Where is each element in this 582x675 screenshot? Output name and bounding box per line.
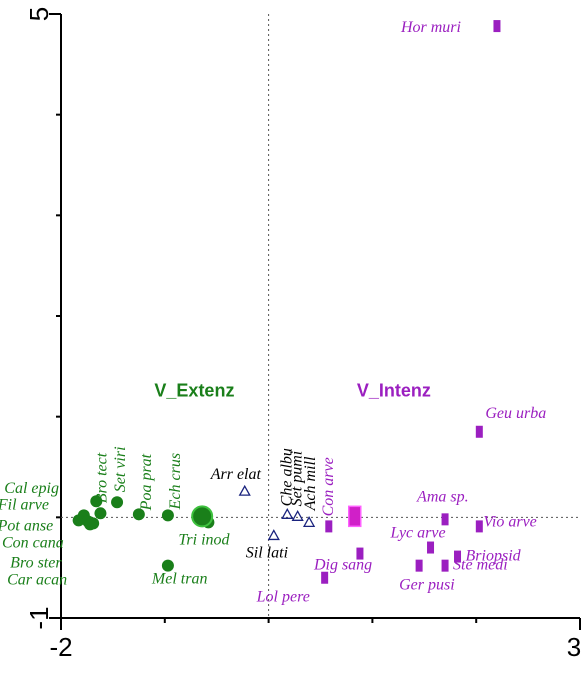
point-label: Hor muri: [400, 19, 461, 36]
point-triangle: [281, 507, 294, 519]
point-square: [475, 520, 483, 533]
point-label: Con arve: [320, 457, 337, 516]
point-circle: [94, 507, 107, 520]
group-label: V_Intenz: [357, 381, 431, 401]
x-tick-label: -2: [49, 632, 72, 662]
x-tick-label: 3: [567, 632, 581, 662]
point-label: Pot anse: [0, 517, 53, 534]
point-label: Car acan: [7, 571, 67, 588]
point-label: Ste medi: [453, 557, 508, 574]
point-triangle: [238, 484, 251, 496]
point-label: Bro ster: [10, 554, 62, 571]
point-label: Ach mill: [302, 456, 319, 511]
point-circle: [161, 559, 174, 572]
group-label: V_Extenz: [154, 381, 234, 401]
point-label: Geu urba: [485, 405, 546, 422]
point-square: [325, 520, 333, 533]
point-label: Fil arve: [0, 496, 49, 513]
point-label: Ger pusi: [399, 577, 455, 594]
point-square: [493, 20, 501, 33]
point-label: Con cana: [2, 534, 64, 551]
point-circle: [111, 496, 124, 509]
point-square: [427, 541, 435, 554]
point-triangle: [267, 529, 280, 541]
point-square: [475, 425, 483, 438]
point-label: Briopsid: [466, 548, 522, 565]
point-label: Mel tran: [151, 571, 208, 588]
point-circle: [72, 514, 85, 527]
point-square: [454, 550, 462, 563]
point-label: Bro tect: [93, 452, 110, 503]
point-label: Set pumi: [289, 451, 306, 507]
point-square: [441, 513, 449, 526]
point-label: Lol pere: [256, 589, 310, 606]
axes: -2 3 5 -1: [24, 7, 581, 662]
centroid-circle: [191, 505, 214, 528]
point-square: [356, 547, 364, 560]
point-square: [321, 571, 329, 584]
point-label: Arr elat: [210, 466, 262, 483]
point-label: Ech crus: [167, 453, 184, 510]
point-label: Vio arve: [483, 513, 536, 530]
y-tick-label: 5: [24, 7, 54, 21]
point-triangle: [291, 509, 304, 521]
point-label: Dig sang: [313, 557, 372, 574]
point-circle: [161, 509, 174, 522]
point-square: [415, 559, 423, 572]
point-label: Poa prat: [138, 453, 155, 511]
point-label: Set viri: [112, 446, 129, 492]
point-circle: [84, 518, 97, 531]
point-label: Cal epig: [4, 480, 59, 497]
point-square: [441, 559, 449, 572]
point-label: Sil lati: [246, 544, 288, 561]
centroid-square: [348, 505, 362, 528]
point-label: Che albu: [278, 448, 295, 506]
point-label: Ama sp.: [416, 488, 469, 505]
point-triangle: [302, 516, 316, 528]
data-marks: [72, 20, 501, 584]
y-tick-label: -1: [24, 606, 54, 629]
point-circle: [132, 508, 145, 521]
point-label: Tri inod: [178, 531, 230, 548]
point-label: Lyc arve: [390, 525, 446, 542]
point-circle: [90, 495, 103, 508]
